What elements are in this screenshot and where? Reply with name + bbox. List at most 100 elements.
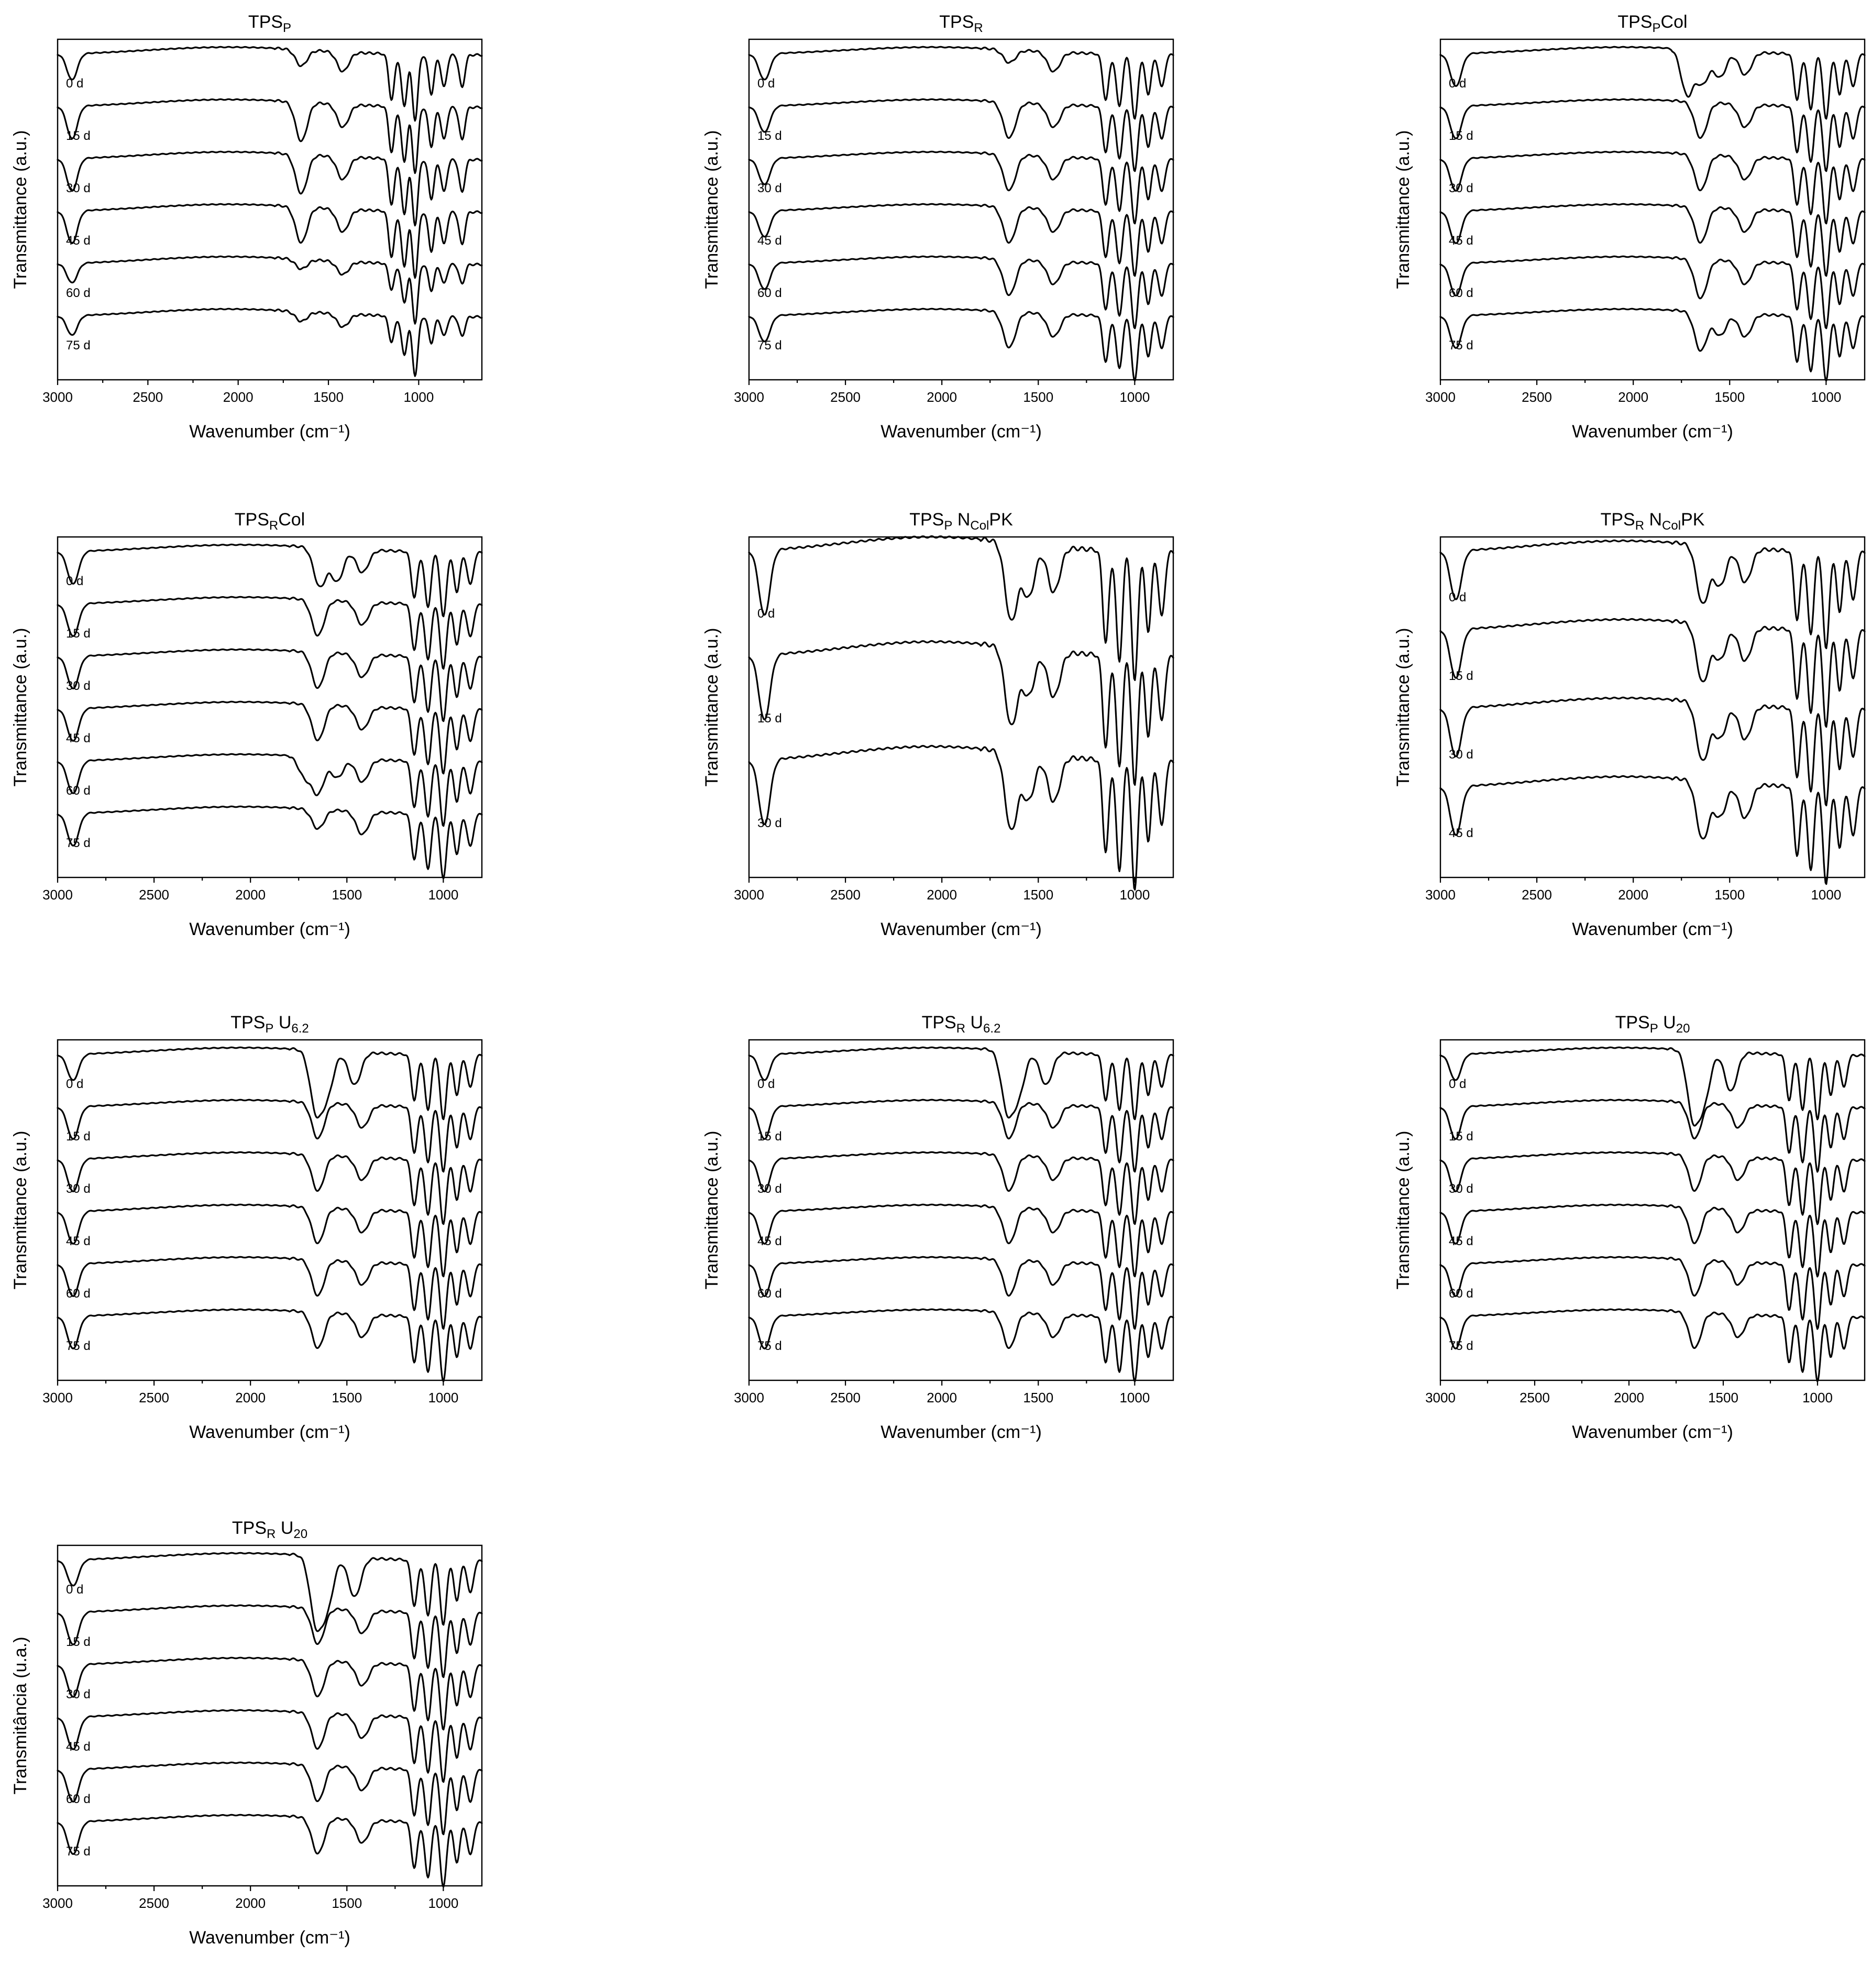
series-label: 45 d — [66, 1234, 91, 1248]
spectrum-svg: TPSRCol 3000 2500 2000 1500 1000 Wavenumber (c… — [10, 510, 483, 939]
spectrum-panel: TPSRCol 3000 2500 2000 1500 1000 Wavenumber (c… — [0, 498, 629, 980]
plot-frame — [1439, 38, 1866, 381]
spectrum-panel: TPSPCol 3000 2500 2000 1500 1000 Wavenumber (c… — [1383, 0, 1872, 482]
panel-title: TPSR U20 — [232, 1518, 307, 1541]
spectrum-line — [748, 1151, 1174, 1225]
spectrum-svg: TPSP 3000 2500 2000 1500 1000 Wavenumber (cm⁻¹… — [10, 12, 483, 442]
x-tick-label: 2500 — [139, 1390, 169, 1405]
spectrum-line — [1439, 1203, 1866, 1278]
spectrum-panel: TPSR NColPK 3000 2500 2000 1500 1000 Wavenumbe… — [1383, 498, 1872, 980]
plot-frame — [57, 1544, 483, 1887]
series-label: 30 d — [66, 1687, 91, 1701]
y-axis-label: Transmittance (a.u.) — [10, 130, 30, 289]
spectrum-line — [1439, 539, 1866, 650]
spectrum-svg: TPSR U20 3000 2500 2000 1500 1000 Wavenumber (… — [10, 1518, 483, 1948]
spectrum-svg: TPSR U6.2 3000 2500 2000 1500 1000 Wavenumber … — [702, 1013, 1174, 1442]
x-tick-label: 1000 — [1119, 389, 1150, 405]
series-label: 15 d — [66, 1635, 91, 1649]
spectrum-line — [1439, 1308, 1866, 1382]
spectrum-line — [748, 1308, 1174, 1382]
spectrum-line — [57, 805, 483, 880]
panel-title: TPSP NColPK — [909, 510, 1013, 533]
series-label: 15 d — [757, 711, 782, 726]
series-label: 0 d — [1449, 590, 1466, 605]
x-axis-label: Wavenumber (cm⁻¹) — [880, 422, 1042, 442]
spectrum-line — [1439, 1099, 1866, 1173]
x-tick-label: 1000 — [428, 1390, 458, 1405]
plot-frame — [748, 1039, 1174, 1381]
x-axis-label: Wavenumber (cm⁻¹) — [880, 919, 1042, 939]
spectrum-line — [748, 307, 1174, 382]
spectrum-line — [1439, 98, 1866, 172]
x-tick-label: 1000 — [403, 389, 434, 405]
series-label: 45 d — [66, 234, 91, 248]
x-tick-label: 3000 — [42, 1895, 73, 1911]
x-tick-label: 2500 — [1522, 887, 1552, 903]
spectrum-line — [57, 543, 483, 618]
series-label: 75 d — [66, 836, 91, 850]
series-label: 0 d — [757, 607, 775, 621]
x-tick-label: 2000 — [1614, 1390, 1644, 1405]
x-tick-label: 2500 — [1522, 389, 1552, 405]
panel-title: TPSR U6.2 — [922, 1013, 1001, 1036]
x-tick-label: 1500 — [1023, 887, 1053, 903]
x-tick-label: 1500 — [1714, 887, 1745, 903]
spectrum-line — [748, 640, 1174, 786]
x-tick-label: 3000 — [1425, 389, 1456, 405]
x-tick-label: 2000 — [223, 389, 254, 405]
x-tick-label: 1500 — [332, 1895, 362, 1911]
x-tick-label: 3000 — [1425, 887, 1456, 903]
spectrum-line — [57, 307, 483, 377]
x-tick-label: 2500 — [139, 1895, 169, 1911]
x-tick-label: 1000 — [1811, 389, 1841, 405]
spectrum-svg: TPSP U20 3000 2500 2000 1500 1000 Wavenumber (… — [1393, 1013, 1866, 1442]
plot-frame — [748, 536, 1174, 878]
series-label: 30 d — [757, 181, 782, 195]
series-label: 75 d — [66, 1844, 91, 1859]
x-axis-label: Wavenumber (cm⁻¹) — [189, 422, 350, 442]
spectrum-line — [1439, 618, 1866, 728]
x-tick-label: 1500 — [1714, 389, 1745, 405]
series-label: 0 d — [1449, 1077, 1466, 1091]
series-label: 30 d — [1449, 181, 1473, 195]
series-label: 60 d — [66, 784, 91, 798]
spectrum-panel: TPSP 3000 2500 2000 1500 1000 Wavenumber (cm⁻¹… — [0, 0, 629, 482]
spectrum-line — [57, 1046, 483, 1121]
series-label: 75 d — [757, 338, 782, 353]
panel-title: TPSP U20 — [1615, 1013, 1690, 1036]
series-label: 15 d — [757, 1129, 782, 1144]
spectrum-line — [57, 1552, 483, 1632]
spectrum-line — [57, 203, 483, 279]
y-axis-label: Transmittance (a.u.) — [702, 1131, 722, 1290]
x-tick-label: 2000 — [235, 887, 266, 903]
series-label: 15 d — [1449, 1129, 1473, 1144]
x-tick-label: 2500 — [133, 389, 163, 405]
spectrum-panel: TPSP U20 3000 2500 2000 1500 1000 Wavenumber (… — [1383, 1001, 1872, 1482]
x-tick-label: 2000 — [1618, 389, 1648, 405]
series-label: 0 d — [66, 574, 83, 588]
x-tick-label: 2000 — [927, 389, 957, 405]
series-label: 0 d — [66, 76, 83, 91]
plot-frame — [1439, 1039, 1866, 1381]
spectrum-line — [748, 98, 1174, 172]
x-tick-label: 2000 — [927, 887, 957, 903]
x-tick-label: 2500 — [139, 887, 169, 903]
x-tick-label: 2500 — [1519, 1390, 1550, 1405]
series-label: 15 d — [1449, 669, 1473, 683]
spectrum-line — [57, 1256, 483, 1330]
spectrum-line — [57, 700, 483, 775]
spectrum-line — [1439, 1046, 1866, 1127]
spectrum-line — [1439, 255, 1866, 329]
panel-title: TPSR NColPK — [1601, 510, 1705, 533]
x-tick-label: 3000 — [42, 887, 73, 903]
x-tick-label: 2500 — [830, 887, 861, 903]
spectrum-line — [57, 255, 483, 325]
spectrum-line — [1439, 1151, 1866, 1225]
spectrum-line — [748, 1203, 1174, 1278]
x-tick-label: 2000 — [235, 1390, 266, 1405]
series-label: 60 d — [66, 1287, 91, 1301]
spectrum-panel: TPSP U6.2 3000 2500 2000 1500 1000 Wavenumber … — [0, 1001, 629, 1482]
spectrum-panel: TPSR U6.2 3000 2500 2000 1500 1000 Wavenumber … — [691, 1001, 1320, 1482]
x-tick-label: 1000 — [1802, 1390, 1833, 1405]
